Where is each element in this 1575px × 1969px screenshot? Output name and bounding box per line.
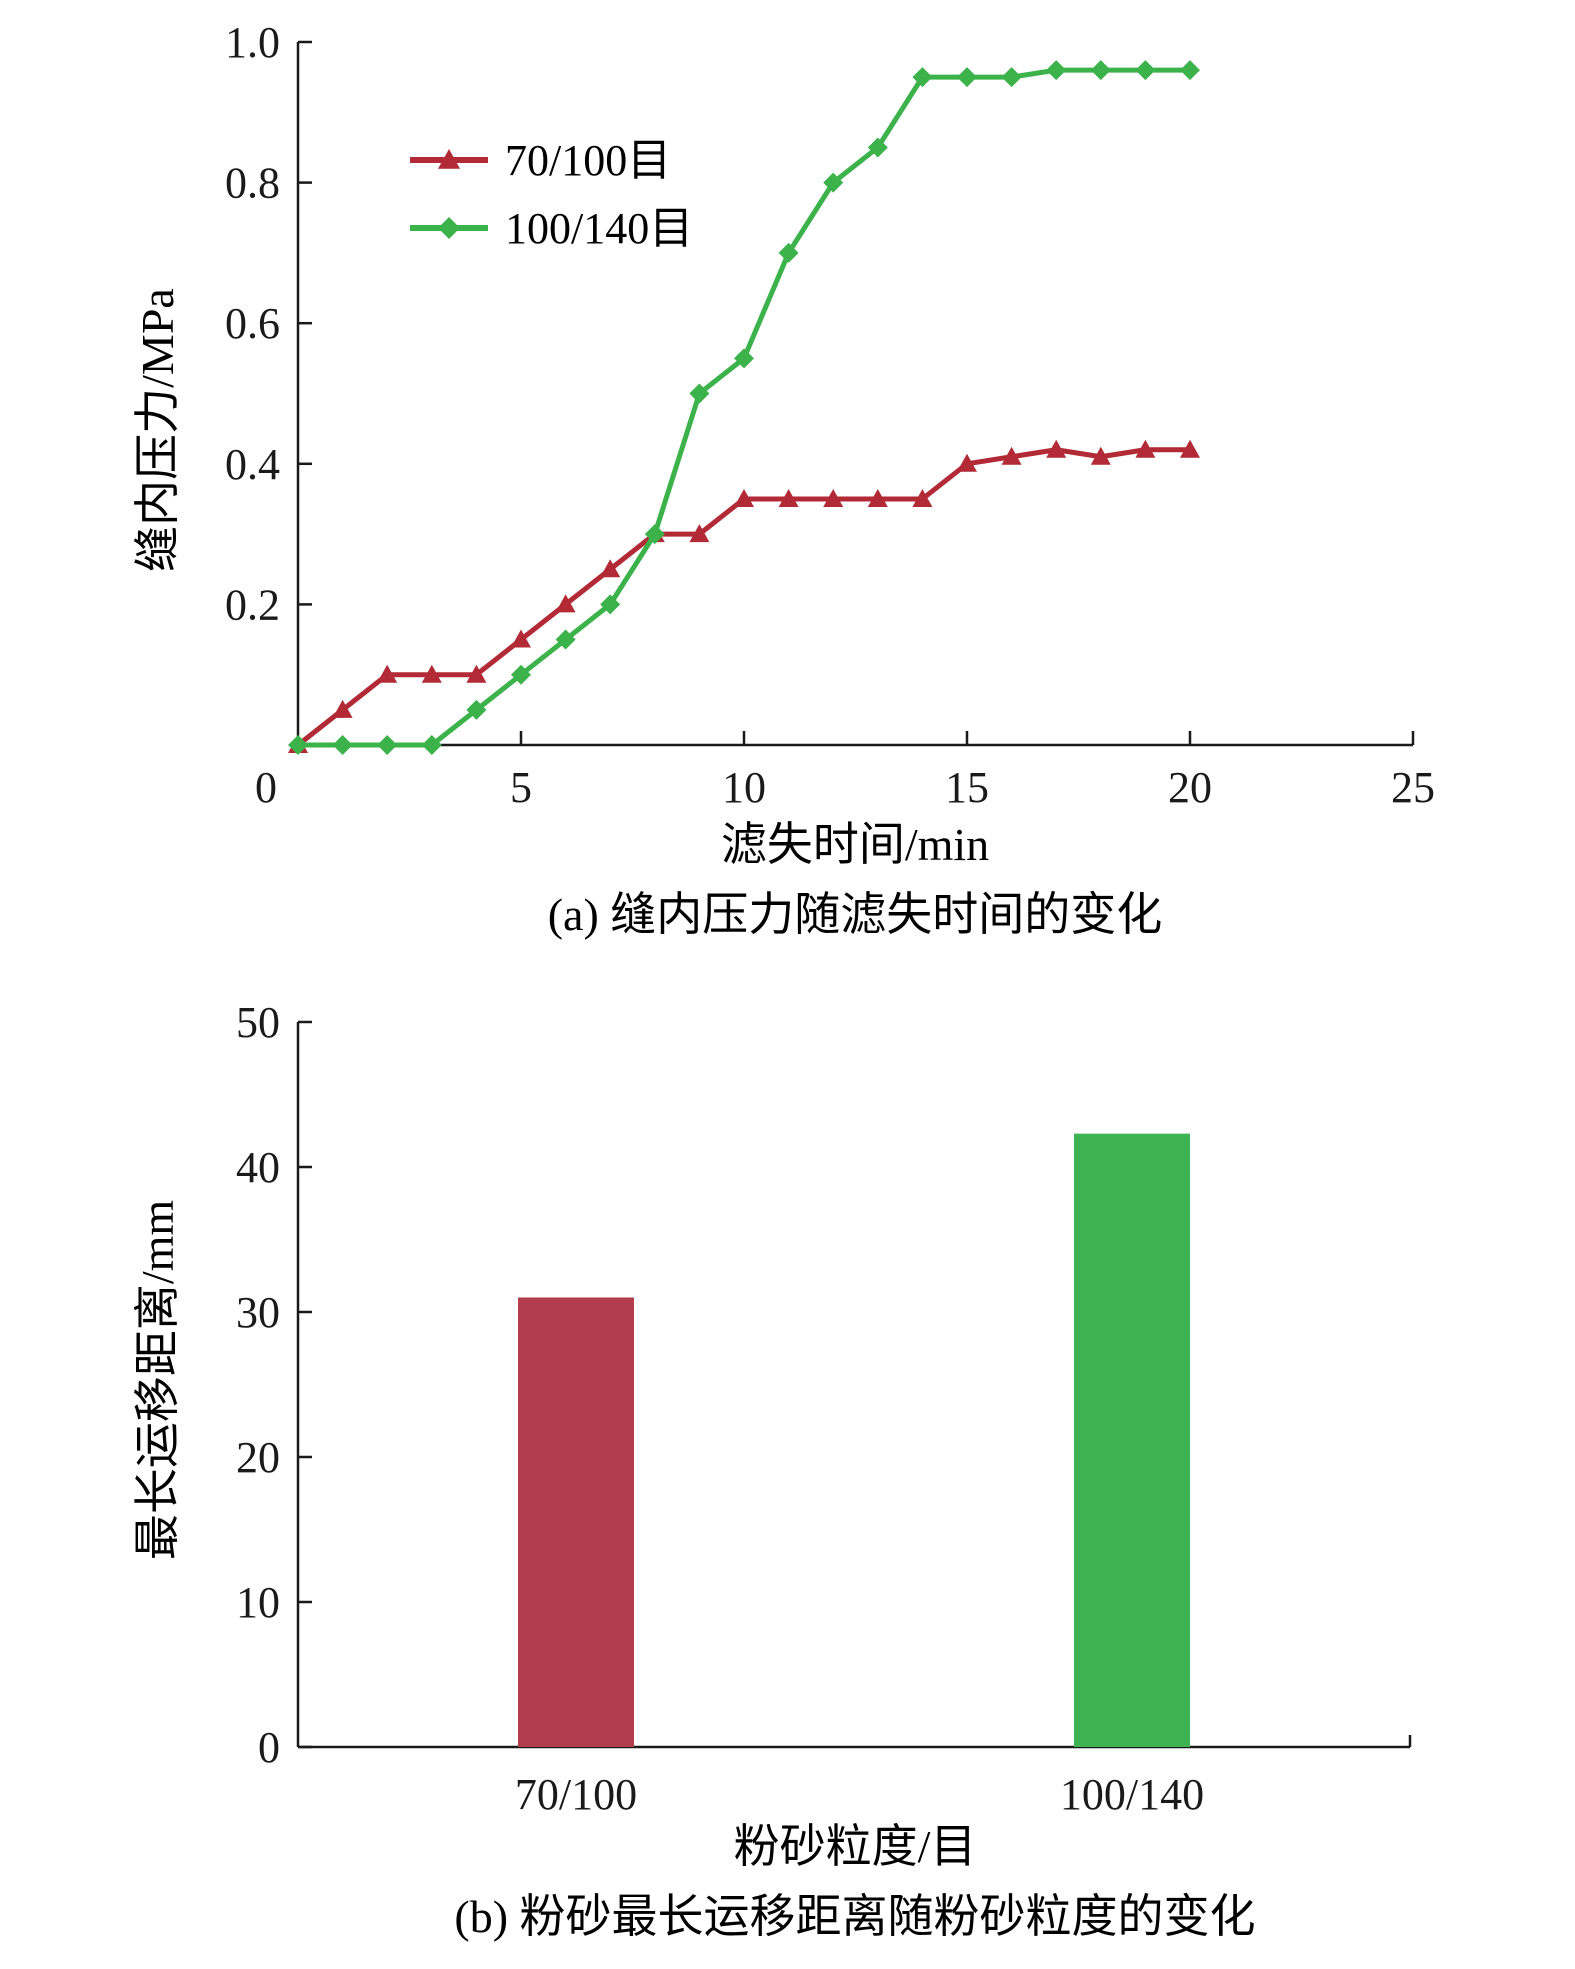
diamond-marker <box>421 735 442 755</box>
y-tick-label: 0.6 <box>225 299 280 348</box>
diamond-marker <box>957 67 977 88</box>
line-chart-series <box>288 60 1200 755</box>
diamond-marker <box>288 735 308 755</box>
caption-b: (b) 粉砂最长运移距离随粉砂粒度的变化 <box>454 1891 1255 1942</box>
diamond-marker <box>1090 60 1111 81</box>
diamond-marker <box>823 172 844 193</box>
triangle-marker <box>912 488 933 507</box>
diamond-marker <box>1046 60 1067 81</box>
diamond-marker <box>778 242 799 263</box>
series-line-1 <box>298 67 1190 748</box>
x-tick-label: 5 <box>510 763 532 812</box>
line-chart-pressure: 0.2 0.4 0.6 0.8 1.0 0 5 10 15 20 25 70/100目 100/14… <box>132 18 1435 940</box>
triangle-marker <box>1001 446 1022 465</box>
diamond-marker <box>1001 67 1022 88</box>
x-tick-label: 10 <box>722 763 766 812</box>
line-chart-legend: 70/100目 100/140目 <box>410 136 693 253</box>
y-tick-label: 0.8 <box>225 159 280 208</box>
y-axis-title-b: 最长运移距离/mm <box>132 1200 183 1561</box>
triangle-marker <box>1135 439 1156 458</box>
triangle-marker <box>867 488 888 507</box>
triangle-marker <box>689 524 710 543</box>
y-tick-label: 0 <box>258 1723 280 1772</box>
triangle-marker <box>600 559 621 578</box>
bar-100-140 <box>1074 1133 1190 1747</box>
legend-label-70-100: 70/100目 <box>505 136 671 185</box>
bar-70-100 <box>518 1297 634 1747</box>
diamond-marker <box>1135 60 1156 81</box>
diamond-marker <box>644 524 665 545</box>
triangle-marker <box>332 699 353 718</box>
diamond-marker <box>734 348 754 369</box>
triangle-marker <box>1090 446 1111 465</box>
diamond-marker <box>912 67 933 88</box>
triangle-marker <box>377 664 398 683</box>
x-tick-label: 0 <box>255 763 277 812</box>
triangle-marker <box>1046 439 1067 458</box>
y-tick-label: 10 <box>236 1578 280 1627</box>
bar-chart-bars: 70/100 100/140 <box>515 1133 1204 1819</box>
y-tick-label: 50 <box>236 998 280 1047</box>
diamond-marker <box>689 383 710 404</box>
diamond-marker <box>867 137 888 158</box>
triangle-marker <box>1180 439 1200 458</box>
triangle-marker <box>466 664 487 683</box>
triangle-marker <box>957 453 977 472</box>
caption-a: (a) 缝内压力随滤失时间的变化 <box>548 889 1163 940</box>
triangle-marker <box>511 629 531 648</box>
diamond-marker <box>466 699 487 720</box>
legend-marker-triangle <box>438 149 460 169</box>
triangle-marker <box>555 594 576 613</box>
triangle-marker <box>823 488 844 507</box>
x-tick-label: 70/100 <box>515 1770 637 1819</box>
bar-chart-distance: 0 10 20 30 40 50 70/100 100/140 粉砂粒度/目 最长运移距离/… <box>132 998 1412 1942</box>
diamond-marker <box>332 735 353 755</box>
y-axis-title: 缝内压力/MPa <box>132 288 183 572</box>
y-tick-label: 30 <box>236 1288 280 1337</box>
x-tick-label: 100/140 <box>1060 1770 1204 1819</box>
y-tick-label: 0.4 <box>225 440 280 489</box>
y-tick-label: 1.0 <box>225 18 280 67</box>
y-tick-label: 0.2 <box>225 580 280 629</box>
diamond-marker <box>555 629 576 650</box>
legend-marker-diamond <box>438 217 460 239</box>
x-tick-label: 25 <box>1391 763 1435 812</box>
x-tick-label: 15 <box>945 763 989 812</box>
diamond-marker <box>600 594 621 615</box>
diamond-marker <box>511 664 531 685</box>
triangle-marker <box>421 664 442 683</box>
y-tick-label: 40 <box>236 1143 280 1192</box>
x-axis-title-b: 粉砂粒度/目 <box>734 1821 977 1872</box>
diamond-marker <box>1180 60 1200 81</box>
triangle-marker <box>734 488 754 507</box>
diamond-marker <box>377 735 398 755</box>
legend-label-100-140: 100/140目 <box>505 204 693 253</box>
bar-chart-axes: 0 10 20 30 40 50 <box>236 998 1412 1772</box>
x-tick-label: 20 <box>1168 763 1212 812</box>
x-axis-title: 滤失时间/min <box>721 819 989 870</box>
triangle-marker <box>778 488 799 507</box>
line-chart-axes: 0.2 0.4 0.6 0.8 1.0 0 5 10 15 20 25 <box>225 18 1435 812</box>
y-tick-label: 20 <box>236 1433 280 1482</box>
